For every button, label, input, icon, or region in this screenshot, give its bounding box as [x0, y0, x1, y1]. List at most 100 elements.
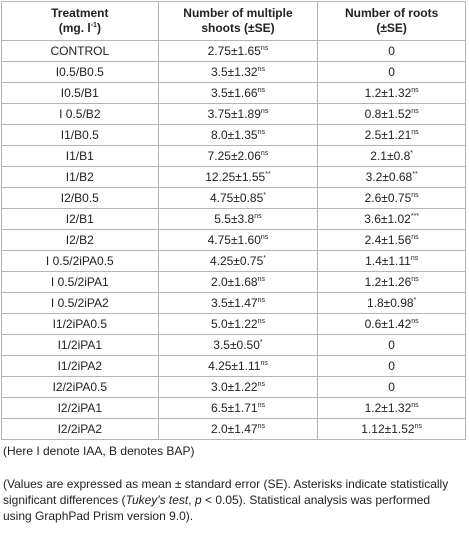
significance-mark: ns: [411, 402, 419, 409]
table-cell: 3.5±1.32ns: [157, 61, 319, 83]
significance-mark: *: [263, 192, 266, 199]
cell-text: 1.8±0.98: [366, 296, 414, 310]
table-cell: 4.75±0.85*: [157, 187, 319, 209]
note-text: Tukey's test: [125, 493, 189, 507]
cell-text: 2.4±1.56: [364, 233, 412, 247]
table-row: I 0.5/2iPA0.5 4.25±0.75* 1.4±1.11ns: [1, 250, 466, 272]
significance-mark: *: [263, 255, 266, 262]
cell-text: 1.2±1.26: [364, 275, 412, 289]
table-row: I1/B1 7.25±2.06ns 2.1±0.8*: [1, 145, 466, 167]
table-row: I1/B0.5 8.0±1.35ns 2.5±1.21ns: [1, 124, 466, 146]
cell-text: I2/2iPA2: [57, 422, 103, 436]
cell-text: I 0.5/B2: [59, 107, 101, 121]
table-cell: I2/2iPA0.5: [1, 376, 159, 398]
table-cell: 7.25±2.06ns: [157, 145, 319, 167]
significance-mark: **: [412, 171, 418, 178]
significance-mark: *: [413, 297, 417, 304]
significance-mark: ns: [260, 234, 269, 241]
table-row: I2/B0.5 4.75±0.85* 2.6±0.75ns: [1, 187, 466, 209]
significance-mark: *: [259, 339, 263, 346]
table-row: I0.5/B0.5 3.5±1.32ns 0: [1, 61, 466, 83]
cell-text: 3.2±0.68: [365, 170, 413, 184]
header-cell: Treatment (mg. l-1): [1, 1, 159, 41]
header-line: shoots (±SE): [201, 21, 275, 35]
significance-mark: ns: [411, 129, 419, 136]
significance-mark: ns: [254, 213, 262, 220]
significance-mark: ns: [411, 318, 419, 325]
cell-text: 2.1±0.8: [370, 149, 411, 163]
cell-text: I 0.5/2iPA0.5: [45, 254, 114, 268]
header-cell: Number of roots (±SE): [317, 1, 466, 41]
note-text: p: [194, 493, 202, 507]
table-cell: 2.0±1.68ns: [157, 271, 319, 293]
cell-text: 0: [388, 338, 395, 352]
table-row: CONTROL 2.75±1.65ns 0: [1, 40, 466, 62]
table-row: I 0.5/2iPA2 3.5±1.47ns 1.8±0.98*: [1, 292, 466, 314]
cell-text: 0: [388, 359, 395, 373]
table-cell: 3.75±1.89ns: [157, 103, 319, 125]
table-cell: I1/B1: [1, 145, 159, 167]
cell-text: I0.5/B1: [60, 86, 99, 100]
table-row: I2/B1 5.5±3.8ns 3.6±1.02***: [1, 208, 466, 230]
table-cell: 4.25±0.75*: [157, 250, 319, 272]
cell-text: 1.2±1.32: [364, 86, 412, 100]
cell-text: 0: [388, 380, 395, 394]
table-cell: 2.4±1.56ns: [317, 229, 466, 251]
cell-text: 1.4±1.11: [365, 254, 411, 268]
table-cell: 0.8±1.52ns: [317, 103, 466, 125]
table-cell: 2.1±0.8*: [317, 145, 466, 167]
header-line: ): [96, 21, 101, 35]
table-cell: 3.6±1.02***: [317, 208, 466, 230]
table-cell: 4.25±1.11ns: [157, 355, 319, 377]
significance-mark: ns: [257, 318, 265, 325]
cell-text: I 0.5/2iPA1: [50, 275, 109, 289]
header-superscript: -1: [90, 22, 97, 29]
header-cell: Number of multiple shoots (±SE): [157, 1, 319, 41]
table-cell: I1/B2: [1, 166, 159, 188]
cell-text: I1/2iPA1: [57, 338, 103, 352]
table-cell: 2.6±0.75ns: [317, 187, 466, 209]
table-cell: I1/B0.5: [1, 124, 159, 146]
table-cell: 3.5±0.50*: [157, 334, 319, 356]
statistics-note: (Values are expressed as mean ± standard…: [3, 476, 453, 524]
cell-text: I1/2iPA2: [57, 359, 103, 373]
cell-text: 2.5±1.21: [364, 128, 412, 142]
significance-mark: ***: [410, 213, 420, 220]
table-cell: I2/B0.5: [1, 187, 159, 209]
cell-text: I2/2iPA1: [57, 401, 103, 415]
table-cell: I2/2iPA2: [1, 418, 159, 440]
cell-text: I1/B2: [65, 170, 94, 184]
cell-text: I2/B1: [65, 212, 94, 226]
table-row: I2/2iPA1 6.5±1.71ns 1.2±1.32ns: [1, 397, 466, 419]
cell-text: 3.5±1.47: [210, 296, 258, 310]
header-line: Treatment: [51, 6, 109, 20]
table-cell: I1/2iPA2: [1, 355, 159, 377]
table-cell: 2.5±1.21ns: [317, 124, 466, 146]
table-row: I1/2iPA1 3.5±0.50* 0: [1, 334, 466, 356]
cell-text: 4.25±0.75: [209, 254, 264, 268]
table-cell: 8.0±1.35ns: [157, 124, 319, 146]
header-line: (mg. l: [58, 21, 91, 35]
table-cell: I 0.5/2iPA1: [1, 271, 159, 293]
significance-mark: ns: [411, 192, 419, 199]
table-cell: I2/2iPA1: [1, 397, 159, 419]
table-row: I2/2iPA0.5 3.0±1.22ns 0: [1, 376, 466, 398]
table-cell: I 0.5/2iPA0.5: [1, 250, 159, 272]
table-cell: I1/2iPA0.5: [1, 313, 159, 335]
cell-text: 2.0±1.47: [210, 422, 258, 436]
significance-mark: ns: [411, 108, 419, 115]
significance-mark: ns: [411, 234, 419, 241]
table-cell: 3.5±1.47ns: [157, 292, 319, 314]
table-cell: CONTROL: [1, 40, 159, 62]
significance-mark: ns: [414, 423, 422, 430]
table-cell: 5.0±1.22ns: [157, 313, 319, 335]
cell-text: 0.6±1.42: [364, 317, 412, 331]
cell-text: I2/2iPA0.5: [52, 380, 108, 394]
table-cell: I1/2iPA1: [1, 334, 159, 356]
cell-text: 1.2±1.32: [364, 401, 412, 415]
table-cell: 5.5±3.8ns: [157, 208, 319, 230]
table-row: I2/B2 4.75±1.60ns 2.4±1.56ns: [1, 229, 466, 251]
cell-text: 1.12±1.52: [361, 422, 415, 436]
table-cell: 2.0±1.47ns: [157, 418, 319, 440]
table-cell: 6.5±1.71ns: [157, 397, 319, 419]
